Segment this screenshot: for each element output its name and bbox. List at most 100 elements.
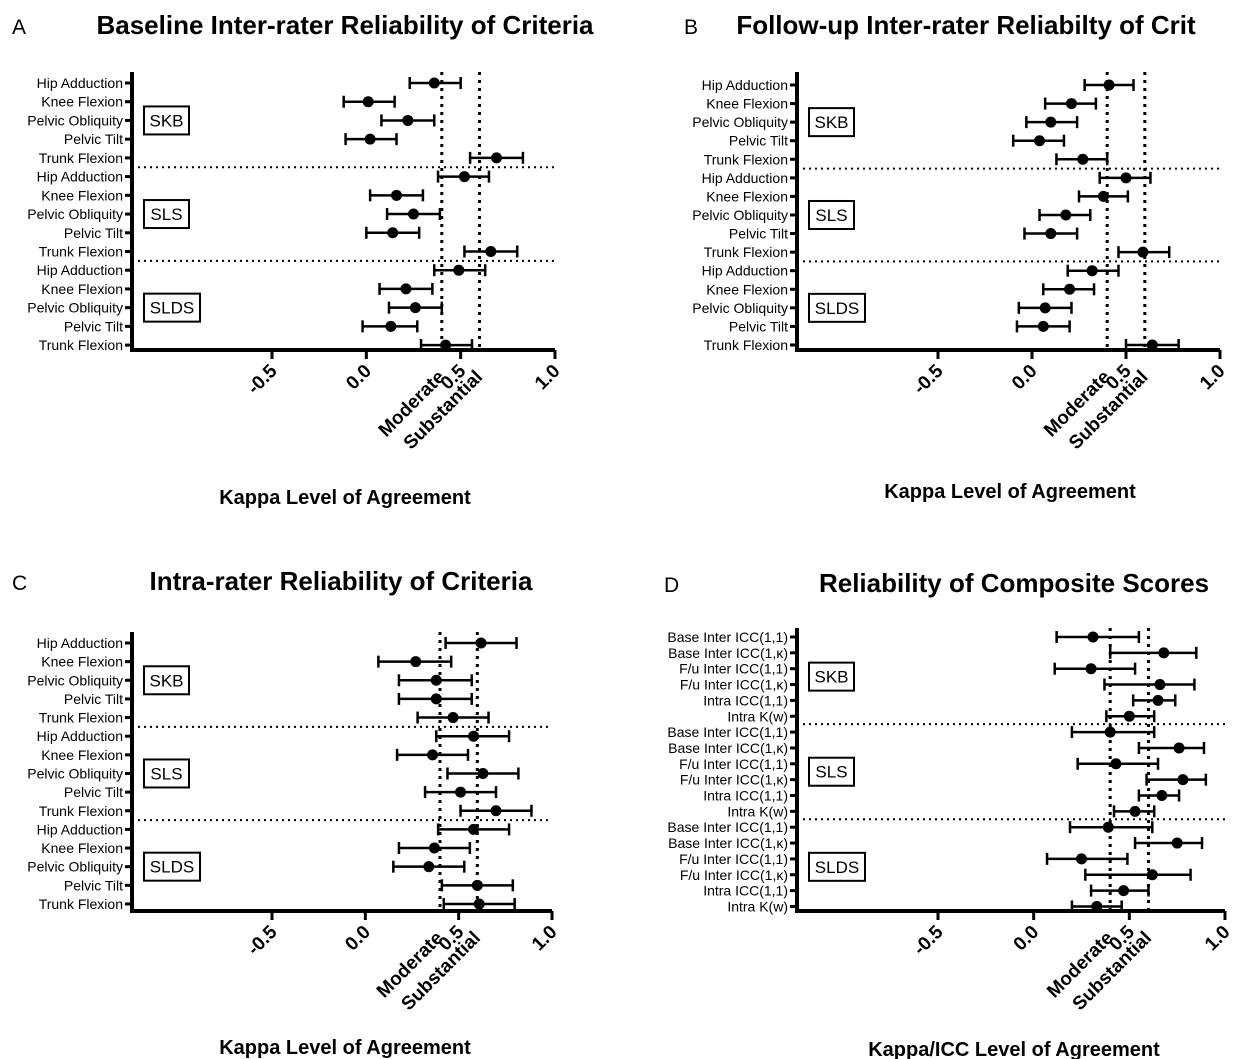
category-label: Pelvic Tilt [729, 226, 788, 242]
group-label-box [143, 758, 190, 789]
chart-title: Reliability of Composite Scores [819, 568, 1209, 598]
category-label: Trunk Flexion [39, 243, 123, 259]
estimate-point [485, 245, 497, 257]
category-label: Hip Adduction [702, 170, 788, 186]
x-axis-label: Kappa Level of Agreement [884, 481, 1136, 503]
x-axis-label: Kappa Level of Agreement [219, 487, 471, 509]
group-label-text: SLDS [150, 299, 194, 318]
estimate-point [391, 189, 403, 201]
estimate-point [1045, 228, 1057, 240]
category-label: Base Inter ICC(1,1) [667, 724, 788, 740]
panel-letter: D [664, 574, 679, 597]
category-label: F/u Inter ICC(1,1) [679, 661, 788, 677]
x-tick-label: -0.5 [244, 921, 282, 959]
panel-letter: B [684, 16, 698, 39]
category-label: Intra K(w) [727, 898, 788, 914]
group-label-sls: SLS [143, 758, 190, 789]
estimate-point [1087, 631, 1099, 643]
category-label: Base Inter ICC(1,1) [667, 629, 788, 645]
estimate-point [1060, 209, 1072, 221]
chart-title: Baseline Inter-rater Reliability of Crit… [96, 10, 594, 40]
category-label: Knee Flexion [41, 654, 123, 670]
category-label: Trunk Flexion [704, 244, 788, 260]
panel-c: C Intra-rater Reliability of Criteria -0.5… [12, 566, 562, 1059]
x-tick-label: 1.0 [531, 361, 565, 395]
estimate-point [1103, 79, 1115, 91]
category-label: Knee Flexion [706, 96, 788, 112]
category-label: Pelvic Obliquity [27, 859, 123, 875]
estimate-point [1077, 153, 1089, 165]
category-label: Trunk Flexion [39, 803, 123, 819]
category-label: Pelvic Obliquity [27, 206, 123, 222]
category-label: Hip Adduction [37, 635, 123, 651]
estimate-point [1104, 726, 1116, 738]
category-label: Intra ICC(1,1) [703, 883, 788, 899]
category-label: Intra ICC(1,1) [703, 788, 788, 804]
estimate-point [1120, 172, 1132, 184]
group-label-text: SKB [149, 671, 183, 690]
group-label-box [143, 199, 190, 230]
estimate-point [468, 730, 480, 742]
group-label-text: SLS [150, 205, 182, 224]
category-label: F/u Inter ICC(1,κ) [680, 772, 788, 788]
category-label: Trunk Flexion [39, 896, 123, 912]
estimate-point [428, 77, 440, 89]
x-tick-label: -0.5 [910, 360, 948, 398]
estimate-point [1146, 339, 1158, 351]
estimate-point [477, 767, 489, 779]
category-label: Pelvic Obliquity [692, 300, 788, 316]
group-label-box [808, 292, 866, 323]
category-label: Knee Flexion [41, 187, 123, 203]
category-label: Trunk Flexion [39, 710, 123, 726]
group-label-box [808, 851, 866, 882]
estimate-point [400, 283, 412, 295]
estimate-point [475, 637, 487, 649]
category-label: Pelvic Obliquity [27, 672, 123, 688]
x-tick-label: 1.0 [1201, 922, 1233, 956]
estimate-point [1034, 135, 1046, 147]
x-tick-label: 0.0 [1008, 361, 1042, 395]
estimate-point [362, 96, 374, 108]
x-axis-label: Kappa/ICC Level of Agreement [868, 1039, 1160, 1059]
category-label: Pelvic Tilt [64, 784, 123, 800]
group-label-text: SLDS [150, 858, 194, 877]
estimate-point [1064, 283, 1076, 295]
category-label: Pelvic Tilt [729, 133, 788, 149]
group-label-slds: SLDS [808, 292, 866, 323]
category-label: Intra ICC(1,1) [703, 692, 788, 708]
group-label-slds: SLDS [143, 292, 201, 323]
category-label: Pelvic Tilt [729, 318, 788, 334]
category-label: Knee Flexion [41, 94, 123, 110]
x-tick-label: -0.5 [910, 921, 948, 959]
estimate-point [387, 227, 399, 239]
category-label: F/u Inter ICC(1,1) [679, 851, 788, 867]
group-label-box [143, 665, 190, 696]
category-label: F/u Inter ICC(1,κ) [680, 867, 788, 883]
estimate-point [408, 208, 419, 220]
category-label: Pelvic Tilt [64, 877, 123, 893]
estimate-point [1118, 885, 1130, 897]
estimate-point [1039, 302, 1051, 314]
estimate-point [1037, 320, 1049, 332]
estimate-point [1085, 663, 1097, 675]
category-label: Knee Flexion [706, 188, 788, 204]
category-label: Intra K(w) [727, 803, 788, 819]
category-label: Base Inter ICC(1,κ) [668, 645, 788, 661]
estimate-point [430, 674, 442, 686]
category-label: Knee Flexion [41, 747, 123, 763]
category-label: Base Inter ICC(1,1) [667, 819, 788, 835]
group-label-sls: SLS [808, 199, 855, 230]
group-label-sls: SLS [143, 199, 190, 230]
category-label: Trunk Flexion [704, 151, 788, 167]
group-label-box [143, 105, 190, 136]
estimate-point [1152, 694, 1164, 706]
category-label: Trunk Flexion [39, 337, 123, 353]
estimate-point [458, 171, 470, 183]
estimate-point [468, 823, 480, 835]
category-label: Pelvic Tilt [64, 318, 123, 334]
estimate-point [1177, 774, 1189, 786]
estimate-point [1154, 679, 1166, 691]
group-label-slds: SLDS [808, 851, 866, 882]
x-tick-label: -0.5 [244, 360, 282, 398]
